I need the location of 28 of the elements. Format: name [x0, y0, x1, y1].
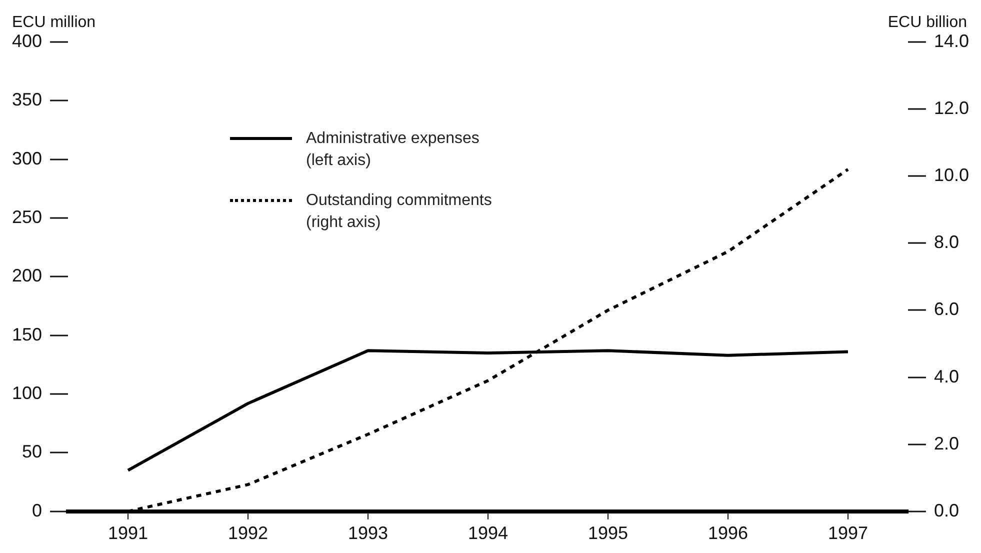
legend-label: Outstanding commitments (right axis) — [306, 191, 493, 233]
y-tick-label: 100 — [12, 383, 42, 404]
y-axis-title: ECU million — [12, 14, 96, 32]
y2-tick-label: 4.0 — [934, 366, 959, 386]
y-tick-label: 150 — [12, 324, 42, 344]
y2-tick-label: 2.0 — [934, 433, 959, 454]
x-tick-label: 1997 — [828, 523, 868, 544]
y-tick-label: 0 — [32, 500, 42, 520]
y-tick-label: 200 — [12, 266, 42, 286]
y-tick-label: 250 — [12, 206, 42, 227]
y2-tick-label: 14.0 — [934, 30, 970, 51]
x-tick-label: 1994 — [468, 523, 508, 544]
y-tick-label: 400 — [12, 30, 42, 51]
y2-tick-label: 8.0 — [934, 232, 959, 252]
y2-tick-label: 12.0 — [934, 98, 970, 118]
y-tick-label: 350 — [12, 90, 42, 110]
y2-tick-label: 10.0 — [934, 165, 970, 186]
y-tick-label: 50 — [22, 442, 42, 462]
x-tick-label: 1995 — [588, 523, 628, 544]
y-tick-label: 300 — [12, 148, 42, 168]
x-tick-label: 1992 — [228, 523, 268, 544]
y2-tick-label: 6.0 — [934, 299, 959, 320]
y2-tick-label: 0.0 — [934, 500, 959, 520]
x-tick-label: 1993 — [348, 523, 388, 544]
legend-label: Administrative expenses (left axis) — [306, 129, 480, 171]
x-tick-label: 1991 — [108, 523, 148, 544]
x-tick-label: 1996 — [708, 523, 748, 544]
y2-axis-title: ECU billion — [888, 14, 967, 32]
